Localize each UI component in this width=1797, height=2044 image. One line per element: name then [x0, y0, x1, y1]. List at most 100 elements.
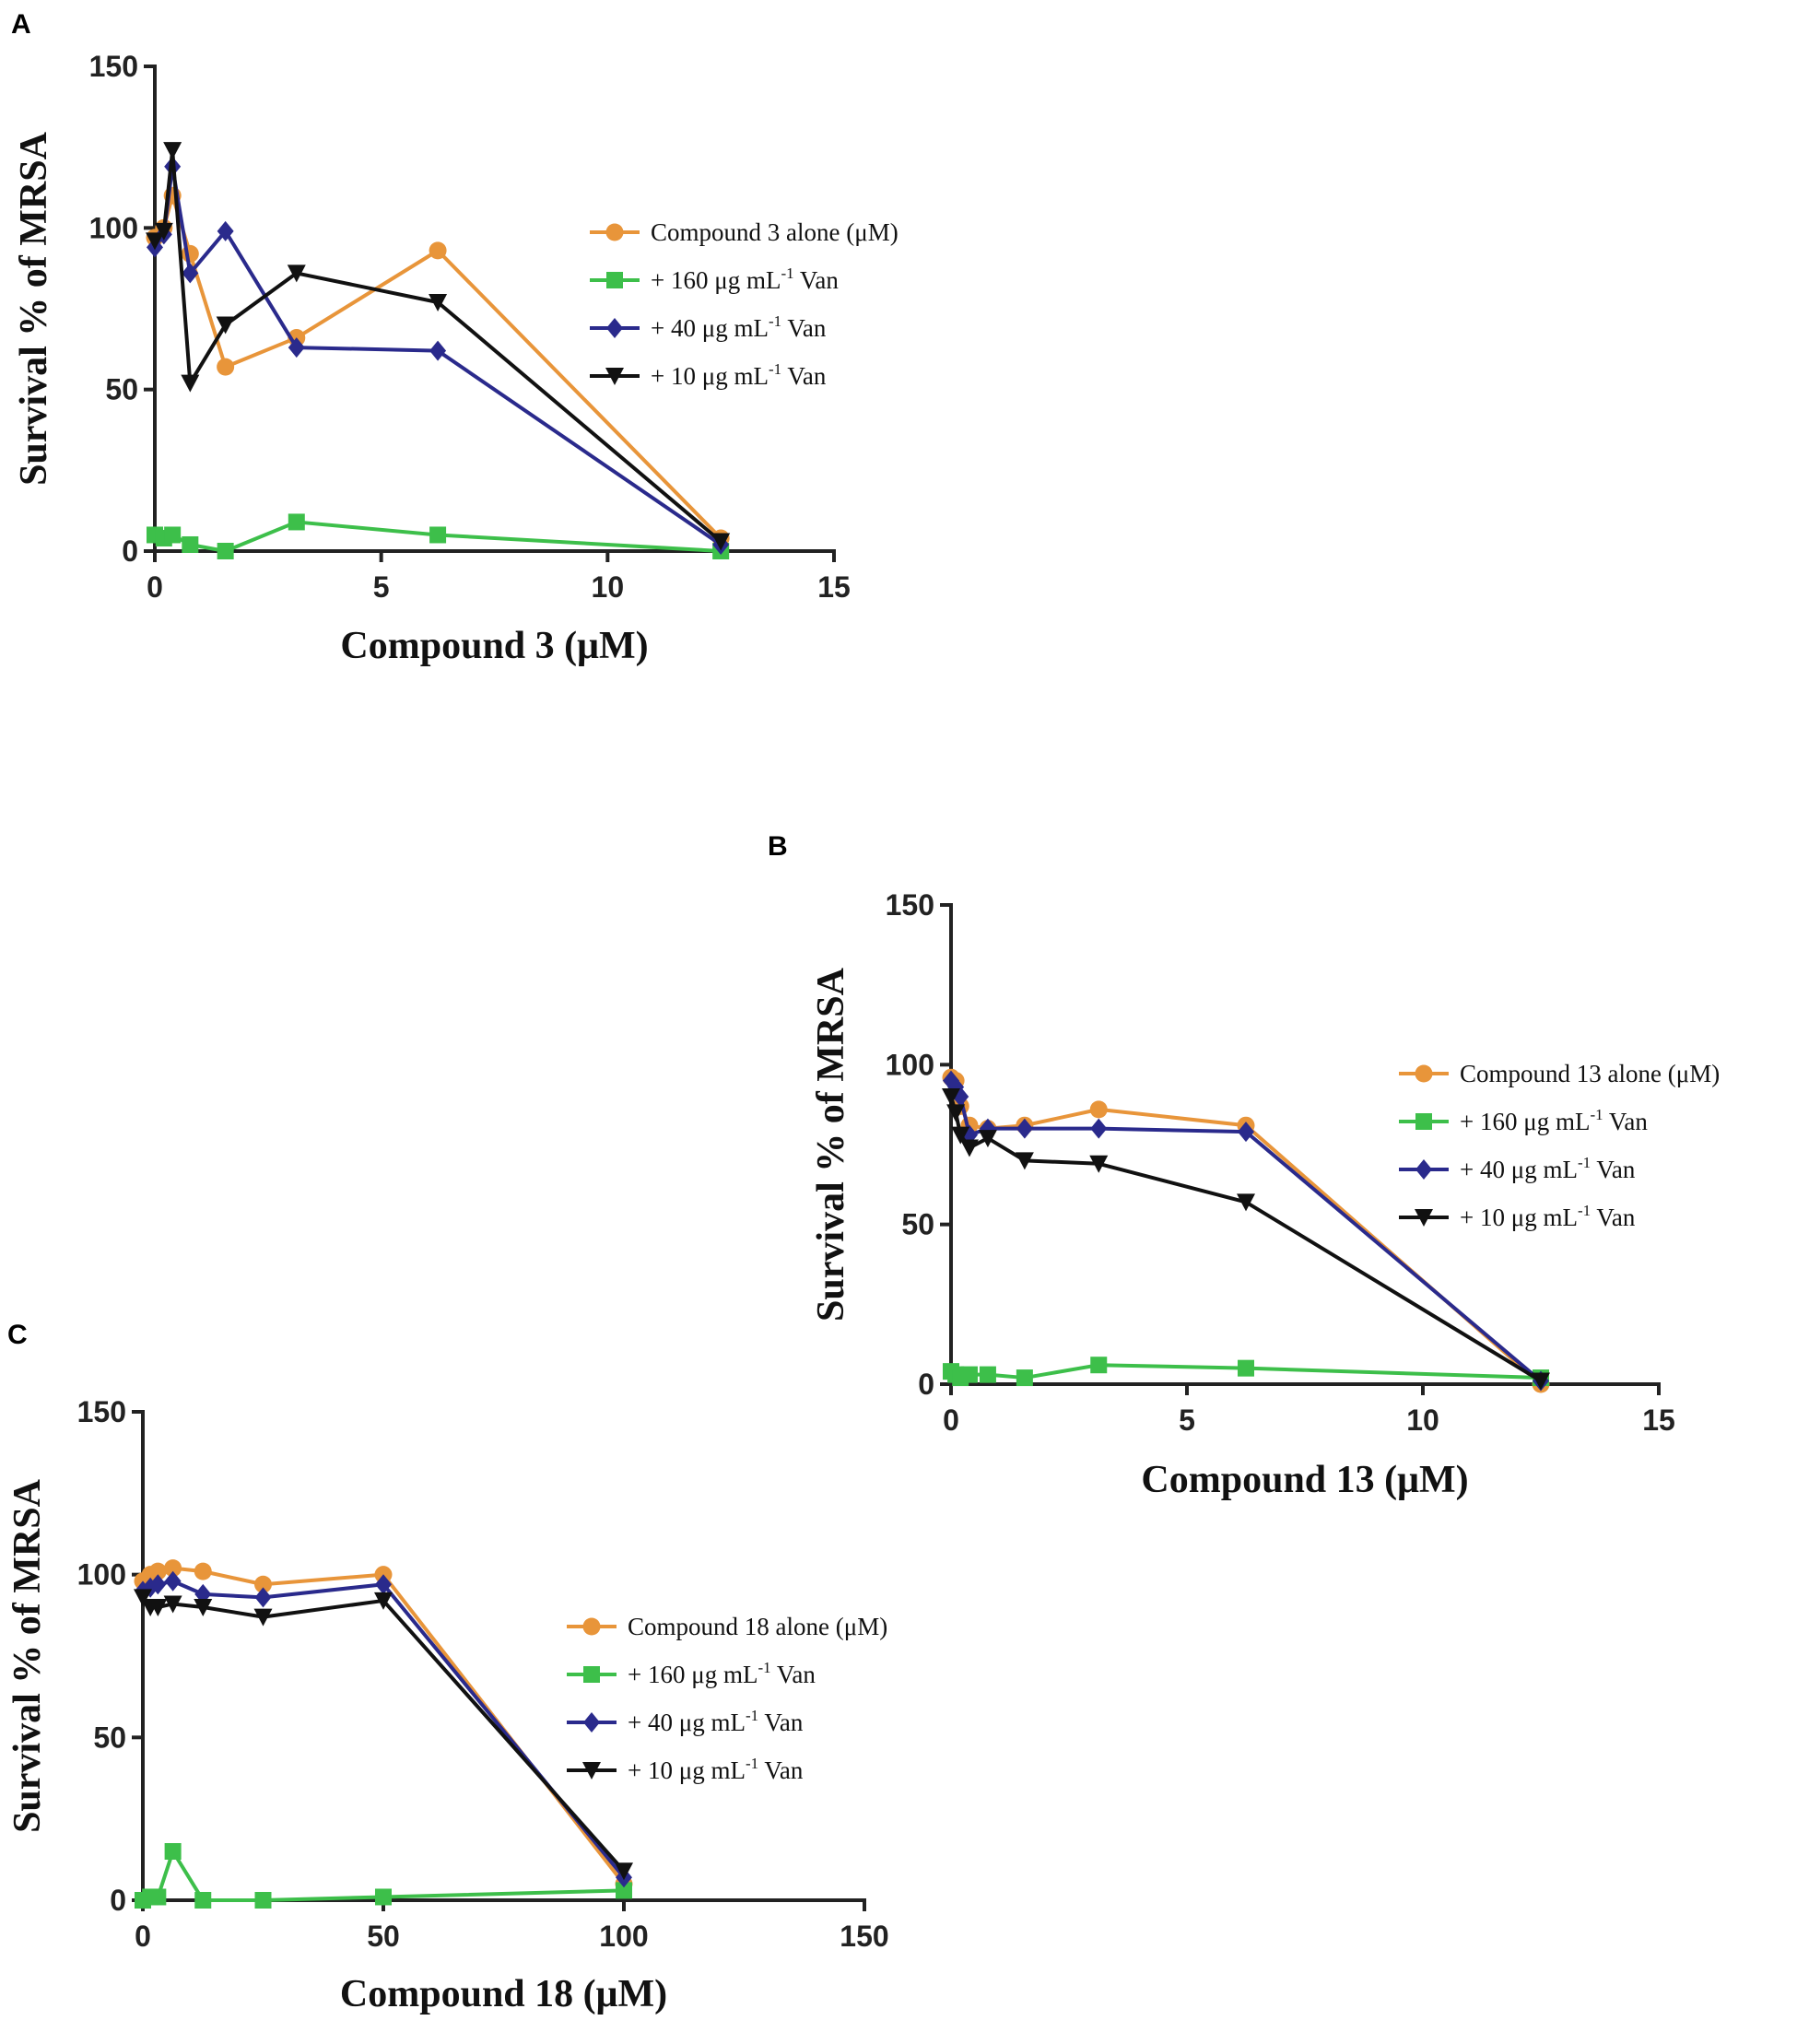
panel-a-x-tick-label: 0: [147, 570, 163, 604]
panel-b-x-axis-title: Compound 13 (μM): [1141, 1459, 1468, 1501]
panel-b-chart: B 0 50 100 150 0 5 10 15 Compound 13 (μM) Survival…: [768, 831, 1720, 1501]
panel-a-point-160-ug-ml-1-van: [288, 513, 305, 531]
panel-b-legend-swatch-marker: [1415, 1209, 1433, 1227]
panel-a-point-10-ug-ml-1-van: [163, 142, 182, 160]
panel-a-point-10-ug-ml-1-van: [146, 232, 164, 251]
panel-c-series-40-ug-ml-1-van: [135, 1570, 632, 1888]
panel-a-legend-entry-160-ug-ml-1-van: + 160 μg mL-1 Van: [590, 264, 839, 294]
panel-c-chart: C 0 50 100 150 0 50 100 150 Compound 18 (μM) Survi…: [6, 1320, 889, 2015]
panel-b-x-tick-label: 10: [1406, 1404, 1439, 1437]
panel-c-series-160-ug-ml-1-van: [135, 1843, 632, 1909]
panel-c-point-10-ug-ml-1-van: [253, 1608, 273, 1627]
panel-b-series-10-ug-ml-1-van: [942, 1088, 1550, 1391]
panel-a-point-160-ug-ml-1-van: [217, 543, 234, 559]
panel-a-legend-entry-40-ug-ml-1-van: + 40 μg mL-1 Van: [590, 312, 827, 342]
panel-c-legend-swatch-marker: [583, 1666, 600, 1683]
panel-b-point-10-ug-ml-1-van: [1089, 1155, 1109, 1173]
panel-a-legend-label-160-ug-ml-1-van: + 160 μg mL-1 Van: [651, 264, 839, 294]
panel-c-point-160-ug-ml-1-van: [149, 1888, 167, 1906]
panel-b-y-tick-label: 50: [901, 1208, 934, 1241]
panel-c-point-40-ug-ml-1-van: [149, 1574, 167, 1595]
panel-c-point-compound-18-alone-um: [164, 1559, 182, 1578]
panel-b-legend-swatch-marker: [1415, 1064, 1433, 1083]
panel-a-point-compound-3-alone-um: [429, 241, 447, 260]
panel-b-point-10-ug-ml-1-van: [1015, 1152, 1034, 1170]
panel-a-legend-label-10-ug-ml-1-van: + 10 μg mL-1 Van: [651, 360, 827, 390]
panel-a-y-tick-label: 150: [89, 50, 138, 83]
panel-a-y-tick-label: 0: [122, 534, 138, 568]
panel-a-y-axis-title: Survival % of MRSA: [13, 131, 55, 486]
panel-a-legend-label-40-ug-ml-1-van: + 40 μg mL-1 Van: [651, 312, 827, 342]
panel-c-x-tick-label: 100: [599, 1920, 648, 1953]
panel-a-point-160-ug-ml-1-van: [182, 535, 199, 553]
panel-c-legend-entry-40-ug-ml-1-van: + 40 μg mL-1 Van: [567, 1707, 804, 1736]
panel-c-line-40-ug-ml-1-van: [142, 1579, 626, 1879]
panel-c-point-160-ug-ml-1-van: [194, 1892, 212, 1909]
panel-b-x-tick-label: 5: [1179, 1404, 1195, 1437]
panel-b-legend-label-compound-13-alone-um: Compound 13 alone (μM): [1460, 1060, 1720, 1087]
panel-b-point-160-ug-ml-1-van: [960, 1366, 978, 1383]
panel-a-series-10-ug-ml-1-van: [146, 142, 731, 551]
panel-b-x-tick-label: 15: [1642, 1404, 1675, 1437]
panel-a-legend-entry-10-ug-ml-1-van: + 10 μg mL-1 Van: [590, 360, 827, 390]
panel-c-point-40-ug-ml-1-van: [164, 1570, 182, 1592]
panel-a-legend-swatch-marker: [606, 318, 623, 338]
panel-c-point-160-ug-ml-1-van: [254, 1892, 272, 1909]
panel-b-point-10-ug-ml-1-van: [978, 1130, 997, 1148]
panel-c-point-10-ug-ml-1-van: [134, 1589, 152, 1607]
panel-c-y-axis-title: Survival % of MRSA: [6, 1478, 49, 1833]
panel-b-series-160-ug-ml-1-van: [943, 1357, 1549, 1387]
panel-b-y-tick-label: 150: [886, 888, 934, 922]
panel-b-point-40-ug-ml-1-van: [1238, 1122, 1254, 1143]
panel-c-point-40-ug-ml-1-van: [375, 1574, 392, 1595]
panel-c-x-tick-label: 0: [135, 1920, 151, 1953]
panel-c-point-160-ug-ml-1-van: [616, 1882, 632, 1899]
panel-a-point-160-ug-ml-1-van: [164, 526, 182, 544]
panel-a-point-40-ug-ml-1-van: [429, 340, 447, 361]
panel-b-y-axis-title: Survival % of MRSA: [810, 967, 852, 1322]
panel-a-legend-entry-compound-3-alone-um: Compound 3 alone (μM): [590, 218, 898, 246]
panel-c-point-10-ug-ml-1-van: [615, 1862, 633, 1881]
panel-b-point-10-ug-ml-1-van: [1532, 1372, 1550, 1391]
panel-a-legend: Compound 3 alone (μM) + 160 μg mL-1 Van + …: [590, 218, 898, 390]
panel-b-legend-label-10-ug-ml-1-van: + 10 μg mL-1 Van: [1460, 1202, 1636, 1231]
panel-c-legend-swatch-marker: [583, 1712, 600, 1733]
panel-c-point-10-ug-ml-1-van: [194, 1599, 213, 1616]
panel-c-x-tick-label: 150: [840, 1920, 888, 1953]
panel-c-x-tick-label: 50: [367, 1920, 400, 1953]
panel-b-legend-swatch-marker: [1415, 1159, 1432, 1180]
panel-a-point-40-ug-ml-1-van: [288, 337, 305, 358]
panel-a-x-tick-label: 15: [817, 570, 851, 604]
panel-b-point-160-ug-ml-1-van: [1238, 1359, 1254, 1377]
panel-b-y-tick-label: 0: [918, 1368, 934, 1401]
panel-a-point-10-ug-ml-1-van: [711, 533, 731, 551]
panel-a-chart: A 0 50 100 150 0 5 10 15 Compound 3 (μM) Survival …: [11, 9, 898, 667]
panel-b-point-compound-13-alone-um: [1089, 1100, 1108, 1119]
panel-a-point-10-ug-ml-1-van: [429, 293, 448, 311]
panel-c-y-tick-label: 100: [77, 1558, 126, 1592]
panel-b-x-tick-label: 0: [943, 1404, 959, 1437]
panel-a-point-40-ug-ml-1-van: [217, 220, 234, 241]
panel-c-line-10-ug-ml-1-van: [141, 1596, 626, 1873]
panel-c-point-160-ug-ml-1-van: [375, 1888, 392, 1906]
panel-c-legend-swatch-marker: [582, 1617, 601, 1636]
panel-b-legend-entry-10-ug-ml-1-van: + 10 μg mL-1 Van: [1399, 1202, 1636, 1231]
panel-c-y-tick-label: 0: [110, 1884, 126, 1917]
panel-a-legend-label-compound-3-alone-um: Compound 3 alone (μM): [651, 218, 898, 246]
panel-a-series-160-ug-ml-1-van: [147, 513, 730, 559]
panel-a-point-compound-3-alone-um: [217, 358, 235, 376]
panel-c-y-tick-label: 50: [93, 1721, 126, 1754]
panel-b-point-160-ug-ml-1-van: [979, 1366, 996, 1383]
panel-b-point-10-ug-ml-1-van: [946, 1104, 966, 1122]
panel-a-point-compound-3-alone-um: [181, 244, 199, 263]
panel-c-legend-label-160-ug-ml-1-van: + 160 μg mL-1 Van: [628, 1659, 816, 1688]
panel-c-x-axis-title: Compound 18 (μM): [340, 1973, 667, 2015]
panel-b-point-40-ug-ml-1-van: [1016, 1118, 1033, 1139]
panel-a-x-tick-label: 5: [373, 570, 390, 604]
panel-a-point-10-ug-ml-1-van: [181, 374, 200, 393]
panel-b-point-10-ug-ml-1-van: [942, 1088, 960, 1106]
panel-a-point-10-ug-ml-1-van: [216, 316, 235, 335]
panel-a-point-10-ug-ml-1-van: [154, 222, 173, 241]
panel-b-point-10-ug-ml-1-van: [959, 1139, 979, 1157]
